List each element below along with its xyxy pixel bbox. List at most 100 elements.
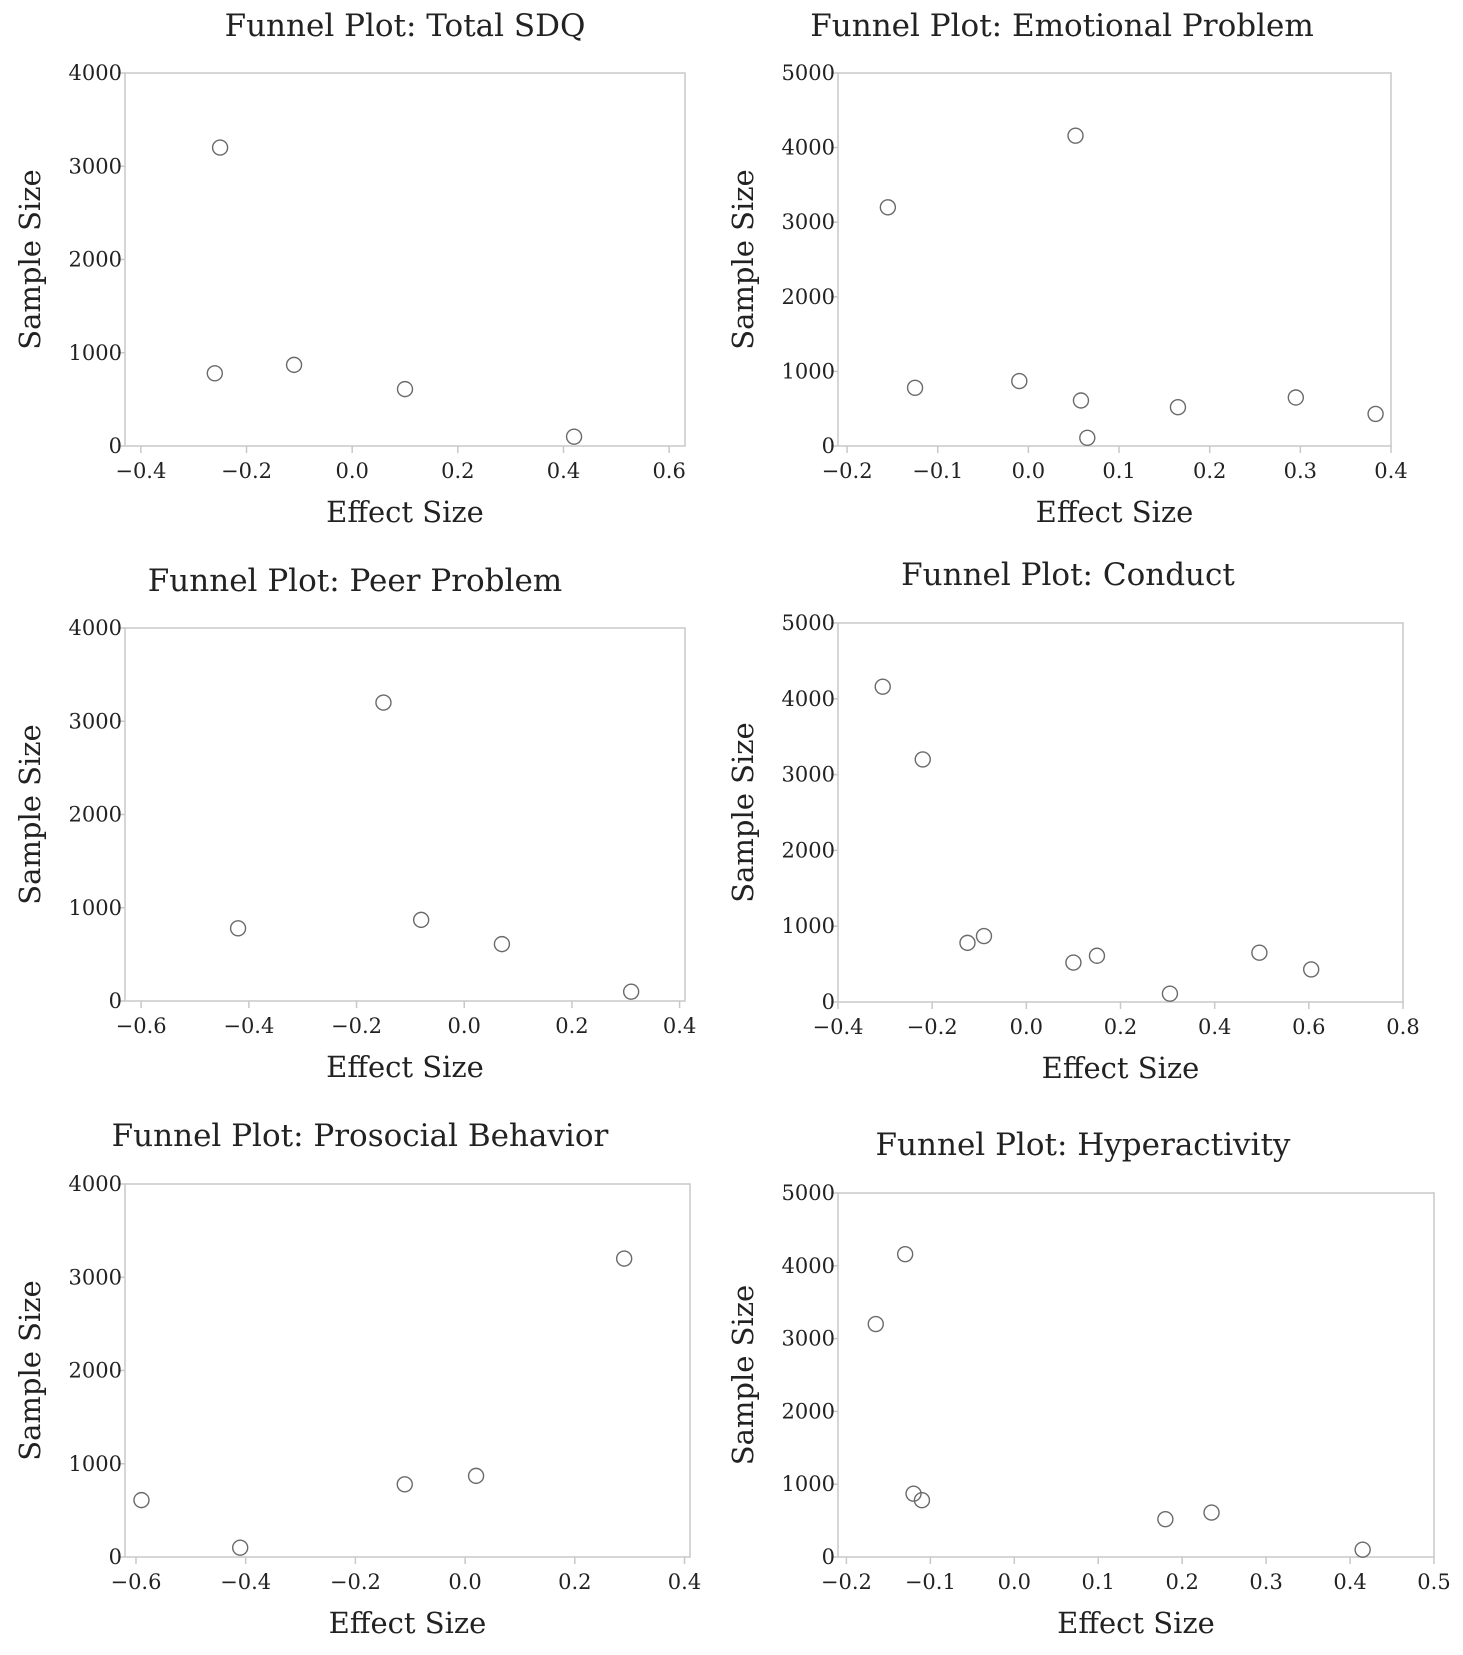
plot-frame <box>837 72 1392 447</box>
data-point <box>467 1467 485 1485</box>
y-tick-label: 3000 <box>69 1265 122 1289</box>
data-point <box>396 1476 413 1493</box>
x-axis-label: Effect Size <box>1036 495 1194 529</box>
y-axis-label: Sample Size <box>13 1280 47 1460</box>
x-tick-label: 0.4 <box>547 459 580 483</box>
x-tick-label: −0.2 <box>821 1570 872 1594</box>
x-tick-label: 0.6 <box>1292 1015 1325 1039</box>
data-point <box>1302 961 1320 978</box>
chart-title: Funnel Plot: Total SDQ <box>225 8 586 44</box>
data-point <box>229 920 247 937</box>
y-tick-label: 5000 <box>782 611 835 635</box>
y-tick-label: 2000 <box>782 1399 835 1423</box>
data-point <box>615 1250 633 1267</box>
y-tick-label: 4000 <box>782 1254 835 1278</box>
x-tick-label: 0.2 <box>1165 1570 1198 1594</box>
data-point <box>1079 429 1096 446</box>
y-tick-label: 1000 <box>782 914 835 938</box>
x-tick-label: 0.6 <box>652 459 685 483</box>
y-tick-label: 3000 <box>782 210 835 234</box>
y-tick-label: 1000 <box>69 896 122 920</box>
y-tick-label: 0 <box>822 1545 835 1569</box>
y-tick-label: 2000 <box>782 285 835 309</box>
data-point <box>231 1539 249 1556</box>
y-tick-label: 3000 <box>69 709 122 733</box>
x-tick-label: −0.6 <box>110 1570 161 1594</box>
y-axis-label: Sample Size <box>13 169 47 349</box>
data-point <box>959 934 976 952</box>
x-tick-label: −0.4 <box>813 1015 864 1039</box>
y-tick-label: 1000 <box>69 341 122 365</box>
x-tick-label: 0.0 <box>1010 1015 1043 1039</box>
x-tick-label: 0.0 <box>998 1570 1031 1594</box>
data-point <box>1287 389 1305 406</box>
data-point <box>1169 399 1187 416</box>
y-tick-label: 0 <box>109 1545 122 1569</box>
y-tick-label: 0 <box>109 434 122 458</box>
chart-panel-5: Funnel Plot: Prosocial Behavior −0.6 −0.4 −… <box>13 1118 701 1640</box>
x-tick-label: 0.2 <box>555 1014 588 1038</box>
x-tick-label: 0.4 <box>663 1014 696 1038</box>
x-axis-label: Effect Size <box>326 1050 484 1084</box>
y-tick-label: 2000 <box>69 248 122 272</box>
y-axis-label: Sample Size <box>13 724 47 904</box>
y-tick-label: 4000 <box>69 616 122 640</box>
x-tick-label: 0.4 <box>1198 1015 1231 1039</box>
x-tick-label: 0.2 <box>1193 459 1226 483</box>
data-point <box>914 751 931 768</box>
chart-panel-2: Funnel Plot: Emotional Problem −0.2 −0.1 0.… <box>726 8 1408 529</box>
x-axis-label: Effect Size <box>329 1606 487 1640</box>
chart-title: Funnel Plot: Conduct <box>901 557 1235 593</box>
data-point <box>1157 1510 1174 1528</box>
x-axis-label: Effect Size <box>326 495 484 529</box>
chart-title: Funnel Plot: Peer Problem <box>148 563 562 599</box>
y-tick-label: 3000 <box>69 154 122 178</box>
y-tick-label: 1000 <box>69 1452 122 1476</box>
x-tick-label: −0.2 <box>822 459 873 483</box>
y-tick-label: 3000 <box>782 1327 835 1351</box>
y-tick-label: 5000 <box>782 61 835 85</box>
data-point <box>906 379 924 397</box>
y-tick-label: 4000 <box>69 61 122 85</box>
x-tick-label: −0.4 <box>223 1014 274 1038</box>
y-tick-label: 2000 <box>782 838 835 862</box>
data-point <box>493 935 511 953</box>
data-point <box>1367 405 1384 423</box>
data-point <box>211 139 229 156</box>
x-tick-label: 0.2 <box>441 459 474 483</box>
x-tick-label: −0.2 <box>330 1570 381 1594</box>
chart-title: Funnel Plot: Hyperactivity <box>876 1127 1291 1163</box>
y-tick-label: 2000 <box>69 1359 122 1383</box>
y-axis-label: Sample Size <box>726 1285 760 1465</box>
y-axis-label: Sample Size <box>726 169 760 349</box>
x-tick-label: 0.4 <box>1374 459 1407 483</box>
data-point <box>874 678 891 695</box>
data-point <box>412 911 430 929</box>
y-tick-label: 1000 <box>782 359 835 383</box>
chart-panel-3: Funnel Plot: Peer Problem −0.6 −0.4 −0.2 0.0… <box>13 563 696 1084</box>
data-point <box>867 1315 884 1333</box>
x-axis-label: Effect Size <box>1057 1606 1215 1640</box>
x-tick-label: −0.4 <box>220 1570 271 1594</box>
chart-title: Funnel Plot: Emotional Problem <box>810 8 1314 44</box>
data-point <box>1088 947 1106 964</box>
x-tick-label: 0.3 <box>1249 1570 1282 1594</box>
data-point <box>913 1492 931 1509</box>
y-tick-label: 3000 <box>782 763 835 787</box>
data-point <box>622 983 640 1000</box>
y-tick-label: 0 <box>822 434 835 458</box>
chart-panel-6: Funnel Plot: Hyperactivity −0.2 −0.1 0.0 0.1… <box>726 1127 1451 1640</box>
x-tick-label: −0.1 <box>912 459 963 483</box>
x-tick-label: 0.0 <box>1012 459 1045 483</box>
x-tick-label: −0.2 <box>221 459 272 483</box>
data-point <box>975 927 993 945</box>
data-point <box>206 365 224 382</box>
data-point <box>1011 372 1028 390</box>
data-point <box>1354 1541 1371 1558</box>
data-point <box>1065 954 1082 971</box>
x-tick-label: −0.2 <box>331 1014 382 1038</box>
x-tick-label: −0.6 <box>116 1014 167 1038</box>
y-tick-label: 4000 <box>782 687 835 711</box>
